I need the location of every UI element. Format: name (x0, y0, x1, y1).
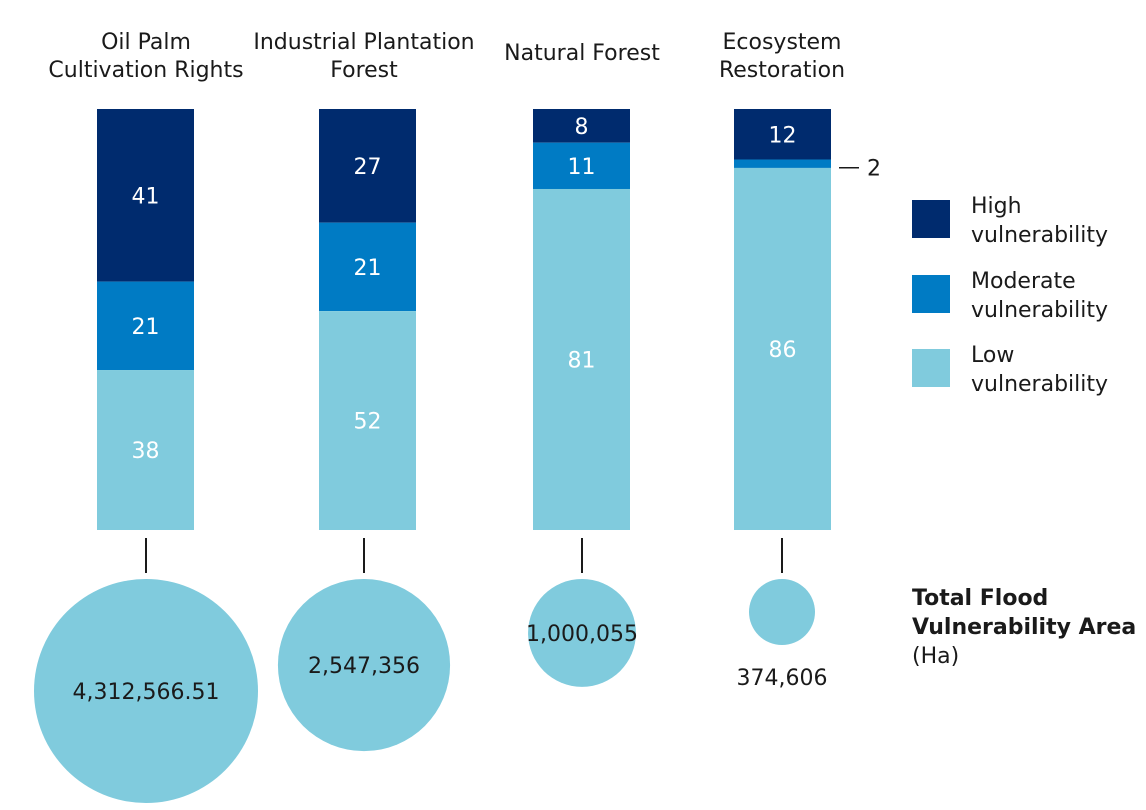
category-label: Forest (330, 58, 398, 83)
legend-swatch (912, 349, 950, 387)
legend-swatch (912, 200, 950, 238)
totals-title: Vulnerability Area (912, 615, 1136, 640)
bar-segment (734, 159, 831, 168)
legend-label: Low (971, 343, 1014, 368)
category-label: Oil Palm (101, 30, 191, 55)
segment-value-label: 12 (769, 123, 797, 148)
legend-swatch (912, 275, 950, 313)
legend-label: vulnerability (971, 223, 1108, 248)
total-area-bubble (277, 579, 451, 752)
segment-value-label: 81 (568, 348, 596, 373)
segment-value-label: 27 (354, 155, 382, 180)
segment-value-label: 2 (867, 157, 881, 182)
bar-segment (319, 222, 416, 312)
legend-label: vulnerability (971, 372, 1108, 397)
bar-segment (533, 109, 630, 143)
segment-value-label: 21 (132, 315, 160, 340)
segment-value-label: 11 (568, 155, 596, 180)
segment-value-label: 52 (354, 410, 382, 435)
category-label: Industrial Plantation (253, 30, 474, 55)
total-area-label: 1,000,055 (526, 622, 638, 647)
totals-title: Total Flood (912, 586, 1048, 611)
bar-segment (97, 370, 194, 530)
bar-segment (97, 281, 194, 371)
total-area-label: 4,312,566.51 (73, 680, 220, 705)
legend-label: Moderate (971, 269, 1076, 294)
segment-value-label: 41 (132, 184, 160, 209)
bar-segment (319, 311, 416, 530)
bar-segment (319, 109, 416, 223)
category-label: Cultivation Rights (48, 58, 243, 83)
segment-value-label: 86 (769, 338, 797, 363)
segment-value-label: 38 (132, 439, 160, 464)
category-label: Natural Forest (504, 41, 660, 66)
category-label: Ecosystem (723, 30, 842, 55)
segment-value-label: 21 (354, 256, 382, 281)
segment-value-label: 8 (575, 115, 589, 140)
totals-unit: (Ha) (912, 644, 959, 669)
total-area-bubble (528, 579, 636, 687)
total-area-label: 2,547,356 (308, 654, 420, 679)
bar-segment (533, 142, 630, 189)
legend-label: High (971, 194, 1022, 219)
bar-segment (97, 109, 194, 282)
legend-label: vulnerability (971, 298, 1108, 323)
category-label: Restoration (719, 58, 845, 83)
bar-segment (734, 109, 831, 160)
total-area-bubble (748, 579, 816, 646)
total-area-bubble (34, 579, 258, 803)
bar-segment (533, 188, 630, 531)
total-area-label: 374,606 (737, 666, 828, 691)
bar-segment (734, 167, 831, 530)
